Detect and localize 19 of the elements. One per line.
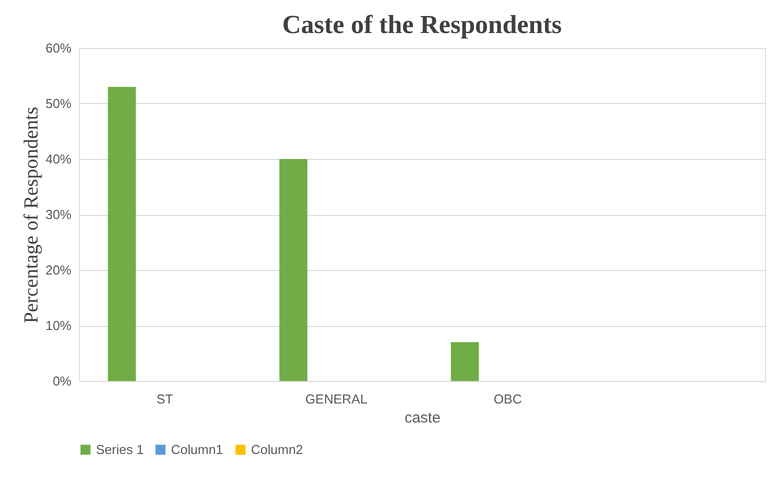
y-tick-label: 40% xyxy=(45,152,72,166)
y-tick-label: 50% xyxy=(45,96,72,111)
y-tick-label: 10% xyxy=(45,318,72,333)
y-tick-label: 30% xyxy=(45,207,72,222)
bar xyxy=(450,342,479,381)
y-tick-label: 20% xyxy=(45,262,72,278)
x-tick-label: ST xyxy=(156,392,174,406)
x-tick-label: GENERAL xyxy=(305,392,368,406)
x-axis-title: caste xyxy=(404,410,440,426)
y-tick-label: 0% xyxy=(52,374,72,388)
legend-label: Series 1 xyxy=(96,442,144,457)
bar xyxy=(108,86,136,381)
y-tick-label: 60% xyxy=(45,40,72,56)
y-axis-title: Percentage of Respondents xyxy=(20,106,42,324)
legend-label: Column2 xyxy=(251,442,304,457)
legend-label: Column1 xyxy=(171,442,224,457)
chart-title: Caste of the Respondents xyxy=(282,10,562,39)
bar xyxy=(279,159,308,381)
x-tick-label: OBC xyxy=(494,392,522,406)
